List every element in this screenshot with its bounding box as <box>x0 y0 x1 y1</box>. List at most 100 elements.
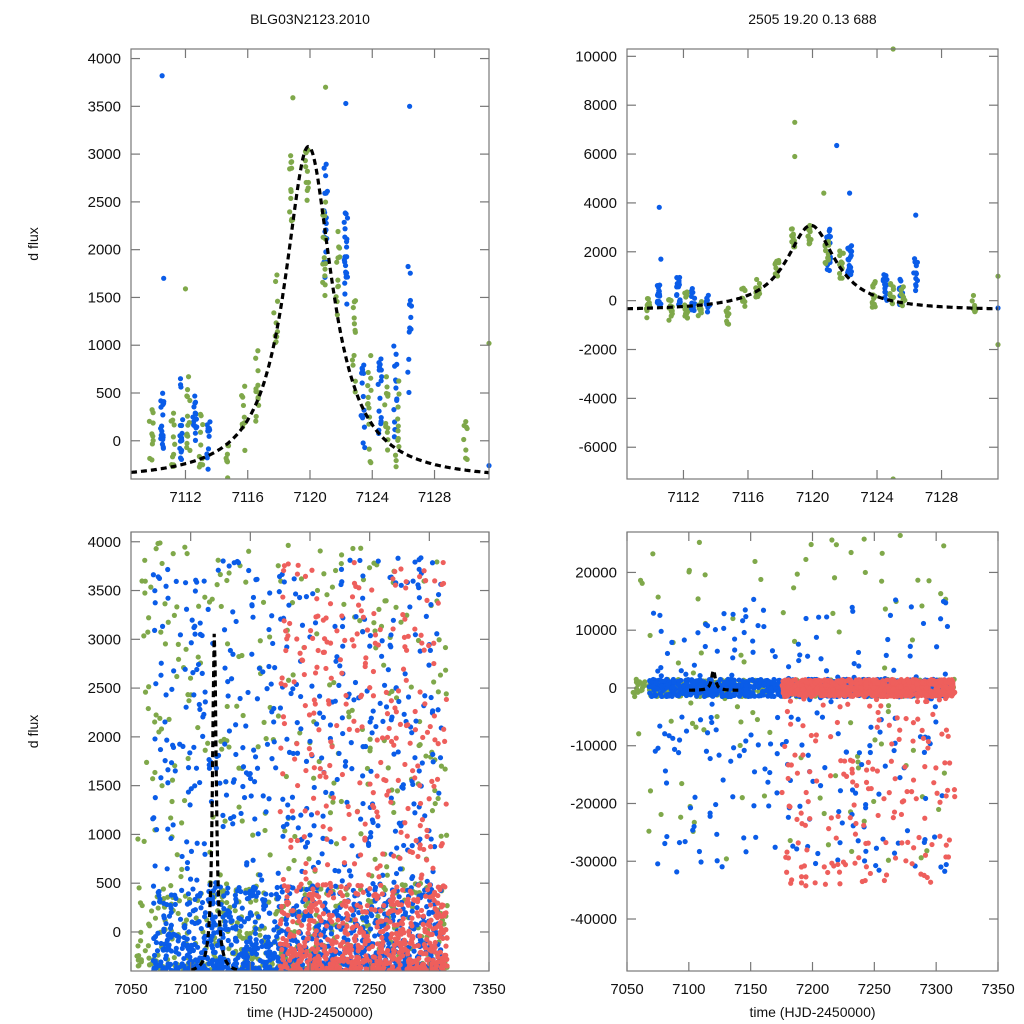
green-data-point <box>240 712 246 719</box>
blue-data-point <box>220 812 226 818</box>
green-data-point <box>304 168 310 174</box>
blue-data-point <box>247 935 253 941</box>
red-data-point <box>345 899 351 905</box>
blue-data-point <box>168 967 175 971</box>
blue-data-point <box>244 943 250 950</box>
green-data-point <box>371 620 377 626</box>
blue-data-point <box>191 404 197 410</box>
blue-data-point <box>268 681 274 687</box>
red-data-point <box>304 966 310 971</box>
red-data-point <box>349 925 355 931</box>
red-data-point <box>301 953 307 959</box>
blue-data-point <box>794 846 800 852</box>
blue-data-point <box>320 714 326 720</box>
green-data-point <box>821 810 827 817</box>
green-data-point <box>882 665 888 671</box>
red-data-point <box>320 823 326 830</box>
blue-data-point <box>350 912 356 918</box>
blue-data-point <box>238 923 244 929</box>
blue-data-point <box>231 777 237 783</box>
red-data-point <box>431 713 437 719</box>
blue-data-point <box>332 883 339 889</box>
blue-data-point <box>311 823 317 829</box>
green-data-point <box>396 444 402 450</box>
x-tick-label: 7100 <box>174 981 207 998</box>
blue-data-point <box>360 440 366 446</box>
red-data-point <box>409 940 415 946</box>
blue-data-point <box>230 609 236 615</box>
green-data-point <box>392 452 399 458</box>
green-data-point <box>695 596 701 602</box>
blue-data-point <box>232 892 238 898</box>
blue-data-point <box>328 925 334 931</box>
red-data-point <box>352 938 358 944</box>
green-data-point <box>837 275 843 281</box>
blue-data-point <box>343 211 349 217</box>
blue-data-point <box>202 699 208 705</box>
green-data-point <box>754 716 761 723</box>
red-data-point <box>427 923 433 929</box>
blue-data-point <box>206 425 212 431</box>
red-data-point <box>346 882 352 888</box>
blue-data-point <box>248 912 255 918</box>
blue-data-point <box>233 923 239 930</box>
blue-data-point <box>152 863 158 869</box>
blue-data-point <box>880 836 886 842</box>
green-data-point <box>368 352 374 359</box>
green-data-point <box>351 321 357 327</box>
green-data-point <box>242 447 248 453</box>
red-data-point <box>298 881 304 887</box>
blue-data-point <box>187 802 193 808</box>
blue-data-point <box>198 905 204 911</box>
blue-data-point <box>358 816 364 822</box>
blue-data-point <box>751 803 757 809</box>
green-data-point <box>695 313 701 319</box>
green-data-point <box>432 787 438 794</box>
blue-data-point <box>179 887 185 893</box>
blue-data-point <box>246 567 252 574</box>
data-points <box>627 46 1001 479</box>
green-data-point <box>171 954 177 961</box>
red-data-point <box>416 882 422 888</box>
green-data-point <box>861 536 867 542</box>
data-points <box>134 540 450 971</box>
blue-data-point <box>173 945 179 951</box>
blue-data-point <box>192 399 199 405</box>
blue-data-point <box>340 643 346 649</box>
blue-data-point <box>152 960 159 967</box>
blue-data-point <box>196 701 202 708</box>
blue-data-point <box>412 559 418 565</box>
blue-data-point <box>308 812 315 818</box>
green-data-point <box>142 948 148 954</box>
blue-data-point <box>183 704 189 710</box>
green-data-point <box>817 795 823 801</box>
green-data-point <box>384 447 391 453</box>
red-data-point <box>343 903 349 909</box>
green-data-point <box>758 576 764 583</box>
green-data-point <box>752 558 758 565</box>
blue-data-point <box>317 710 323 716</box>
green-data-point <box>366 446 372 452</box>
red-data-point <box>298 948 304 954</box>
red-data-point <box>306 712 313 718</box>
blue-data-point <box>828 699 834 705</box>
green-data-point <box>322 266 328 272</box>
red-data-point <box>294 952 300 958</box>
green-data-point <box>260 599 267 605</box>
green-data-point <box>385 425 391 431</box>
red-data-point <box>279 903 285 910</box>
red-data-point <box>379 918 385 924</box>
blue-data-point <box>913 283 919 289</box>
green-data-point <box>741 659 747 665</box>
blue-data-point <box>266 663 272 670</box>
blue-data-point <box>151 815 157 821</box>
blue-data-point <box>400 782 406 788</box>
green-data-point <box>135 836 141 842</box>
green-data-point <box>384 429 390 435</box>
green-data-point <box>179 820 185 826</box>
blue-data-point <box>252 754 259 760</box>
blue-data-point <box>714 648 720 654</box>
blue-data-point <box>344 799 350 805</box>
red-data-point <box>412 727 419 733</box>
green-data-point <box>738 719 744 725</box>
